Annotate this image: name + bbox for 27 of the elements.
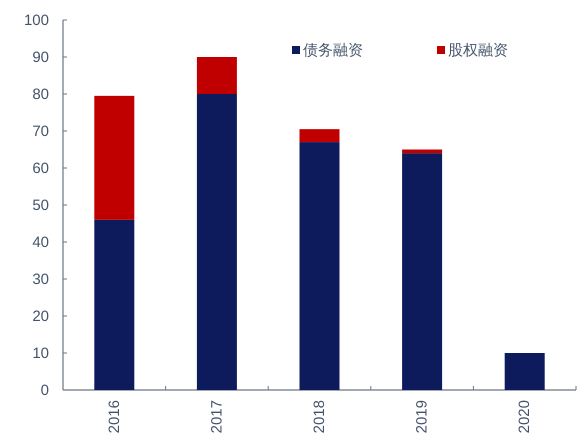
bar <box>402 153 442 390</box>
x-tick-label: 2018 <box>311 400 328 434</box>
y-tick-label: 50 <box>32 197 49 214</box>
legend-label: 股权融资 <box>448 42 508 59</box>
legend-label: 债务融资 <box>303 42 363 59</box>
bar <box>94 220 134 390</box>
bar <box>196 57 237 94</box>
bar <box>504 353 545 390</box>
y-tick-label: 60 <box>32 160 49 177</box>
y-tick-label: 30 <box>32 271 49 288</box>
bar <box>300 129 340 142</box>
y-tick-label: 70 <box>32 123 49 140</box>
y-tick-label: 40 <box>32 234 49 251</box>
x-tick-label: 2016 <box>106 400 123 434</box>
bar <box>300 142 340 390</box>
y-tick-label: 20 <box>32 308 49 325</box>
x-tick-label: 2019 <box>414 400 431 434</box>
bar <box>196 94 237 390</box>
y-tick-label: 0 <box>40 382 49 399</box>
y-tick-label: 100 <box>24 12 49 29</box>
bar <box>94 96 134 220</box>
y-tick-label: 10 <box>32 345 49 362</box>
bar <box>402 150 442 154</box>
x-tick-label: 2020 <box>516 400 534 434</box>
y-tick-label: 90 <box>32 49 49 66</box>
y-tick-label: 80 <box>32 86 49 103</box>
x-tick-label: 2017 <box>208 400 226 434</box>
